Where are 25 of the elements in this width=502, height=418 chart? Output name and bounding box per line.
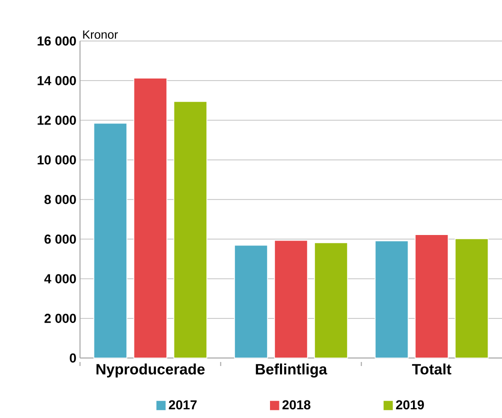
y-axis-title: Kronor bbox=[83, 30, 118, 39]
y-tick-label: 12 000 bbox=[38, 116, 76, 125]
bar bbox=[374, 240, 409, 358]
bar bbox=[234, 244, 268, 358]
y-tick-label: 6 000 bbox=[44, 234, 76, 244]
bar bbox=[133, 78, 168, 358]
bar bbox=[173, 101, 208, 358]
x-tick-label: Nyproducerade bbox=[96, 364, 205, 378]
x-tick-label: Totalt bbox=[412, 364, 452, 374]
legend-label: 2019 bbox=[396, 400, 424, 410]
bar bbox=[274, 240, 308, 358]
y-tick-label: 14 000 bbox=[38, 76, 76, 86]
y-tick-label: 10 000 bbox=[38, 155, 76, 164]
y-tick-label: 8 000 bbox=[44, 194, 76, 204]
bar bbox=[454, 238, 489, 358]
legend-label: 2018 bbox=[282, 400, 310, 410]
x-tick-label: Beflintliga bbox=[256, 364, 328, 378]
bar bbox=[314, 242, 348, 358]
y-tick-label: 2 000 bbox=[44, 314, 76, 323]
y-tick-label: 0 bbox=[70, 353, 76, 363]
bar bbox=[414, 234, 449, 358]
bar bbox=[93, 122, 128, 358]
y-tick-label: 4 000 bbox=[44, 274, 76, 284]
y-tick-label: 16 000 bbox=[38, 36, 76, 46]
legend-label: 2017 bbox=[168, 400, 197, 410]
